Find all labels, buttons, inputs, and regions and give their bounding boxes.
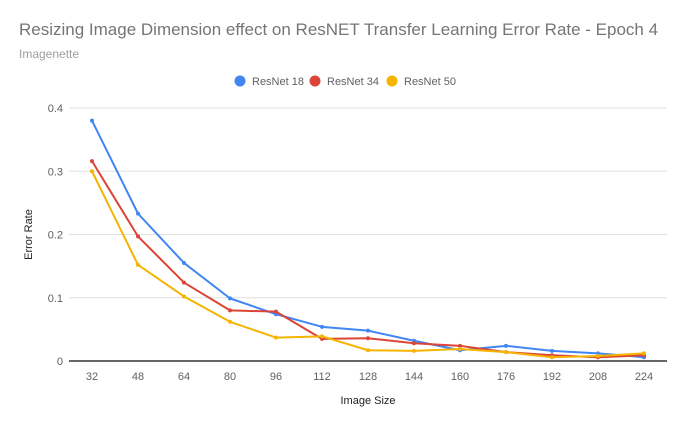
x-tick-label: 224 xyxy=(635,371,653,383)
data-point xyxy=(412,348,416,353)
x-tick-label: 208 xyxy=(589,371,607,383)
x-axis-title: Image Size xyxy=(340,395,395,407)
data-point xyxy=(596,353,600,358)
data-point xyxy=(366,348,370,353)
data-point xyxy=(642,351,646,356)
chart-subtitle: Imagenette xyxy=(19,47,80,61)
data-point xyxy=(182,260,186,265)
y-tick-label: 0.1 xyxy=(48,293,63,305)
x-tick-label: 32 xyxy=(86,371,98,383)
y-tick-label: 0.3 xyxy=(48,166,63,178)
data-point xyxy=(228,319,232,324)
data-point xyxy=(504,350,508,355)
x-tick-label: 96 xyxy=(270,371,282,383)
chart-title: Resizing Image Dimension effect on ResNE… xyxy=(19,20,659,39)
y-axis-title: Error Rate xyxy=(23,209,35,260)
data-point xyxy=(320,324,324,329)
x-tick-label: 64 xyxy=(178,371,190,383)
x-tick-label: 192 xyxy=(543,371,561,383)
data-point xyxy=(90,118,94,123)
data-point xyxy=(228,308,232,313)
y-tick-label: 0 xyxy=(57,356,63,368)
legend-label: ResNet 34 xyxy=(327,76,379,88)
data-point xyxy=(182,294,186,299)
series-line-resnet-18 xyxy=(91,120,645,359)
data-point xyxy=(274,309,278,314)
x-tick-label: 144 xyxy=(405,371,423,383)
y-tick-label: 0.4 xyxy=(48,103,63,115)
data-point xyxy=(274,335,278,340)
data-point xyxy=(366,336,370,341)
data-point xyxy=(458,346,462,351)
legend-label: ResNet 50 xyxy=(404,76,456,88)
series-line-resnet-34 xyxy=(91,160,645,359)
legend-marker xyxy=(309,75,321,87)
x-tick-label: 160 xyxy=(451,371,469,383)
data-point xyxy=(228,296,232,301)
data-point xyxy=(458,343,462,348)
legend-label: ResNet 18 xyxy=(252,76,304,88)
data-point xyxy=(136,211,140,216)
x-tick-label: 80 xyxy=(224,371,236,383)
data-point xyxy=(320,334,324,339)
data-point xyxy=(90,159,94,164)
legend-marker xyxy=(234,75,246,87)
x-tick-label: 128 xyxy=(359,371,377,383)
data-point xyxy=(136,262,140,267)
x-tick-label: 112 xyxy=(313,371,331,383)
data-point xyxy=(90,169,94,174)
data-point xyxy=(504,343,508,348)
x-tick-label: 176 xyxy=(497,371,515,383)
data-point xyxy=(550,355,554,360)
data-point xyxy=(550,348,554,353)
data-point xyxy=(136,234,140,239)
data-point xyxy=(366,328,370,333)
legend-marker xyxy=(386,75,398,87)
x-tick-label: 48 xyxy=(132,371,144,383)
data-point xyxy=(412,341,416,346)
y-tick-label: 0.2 xyxy=(48,230,63,242)
data-point xyxy=(182,280,186,285)
